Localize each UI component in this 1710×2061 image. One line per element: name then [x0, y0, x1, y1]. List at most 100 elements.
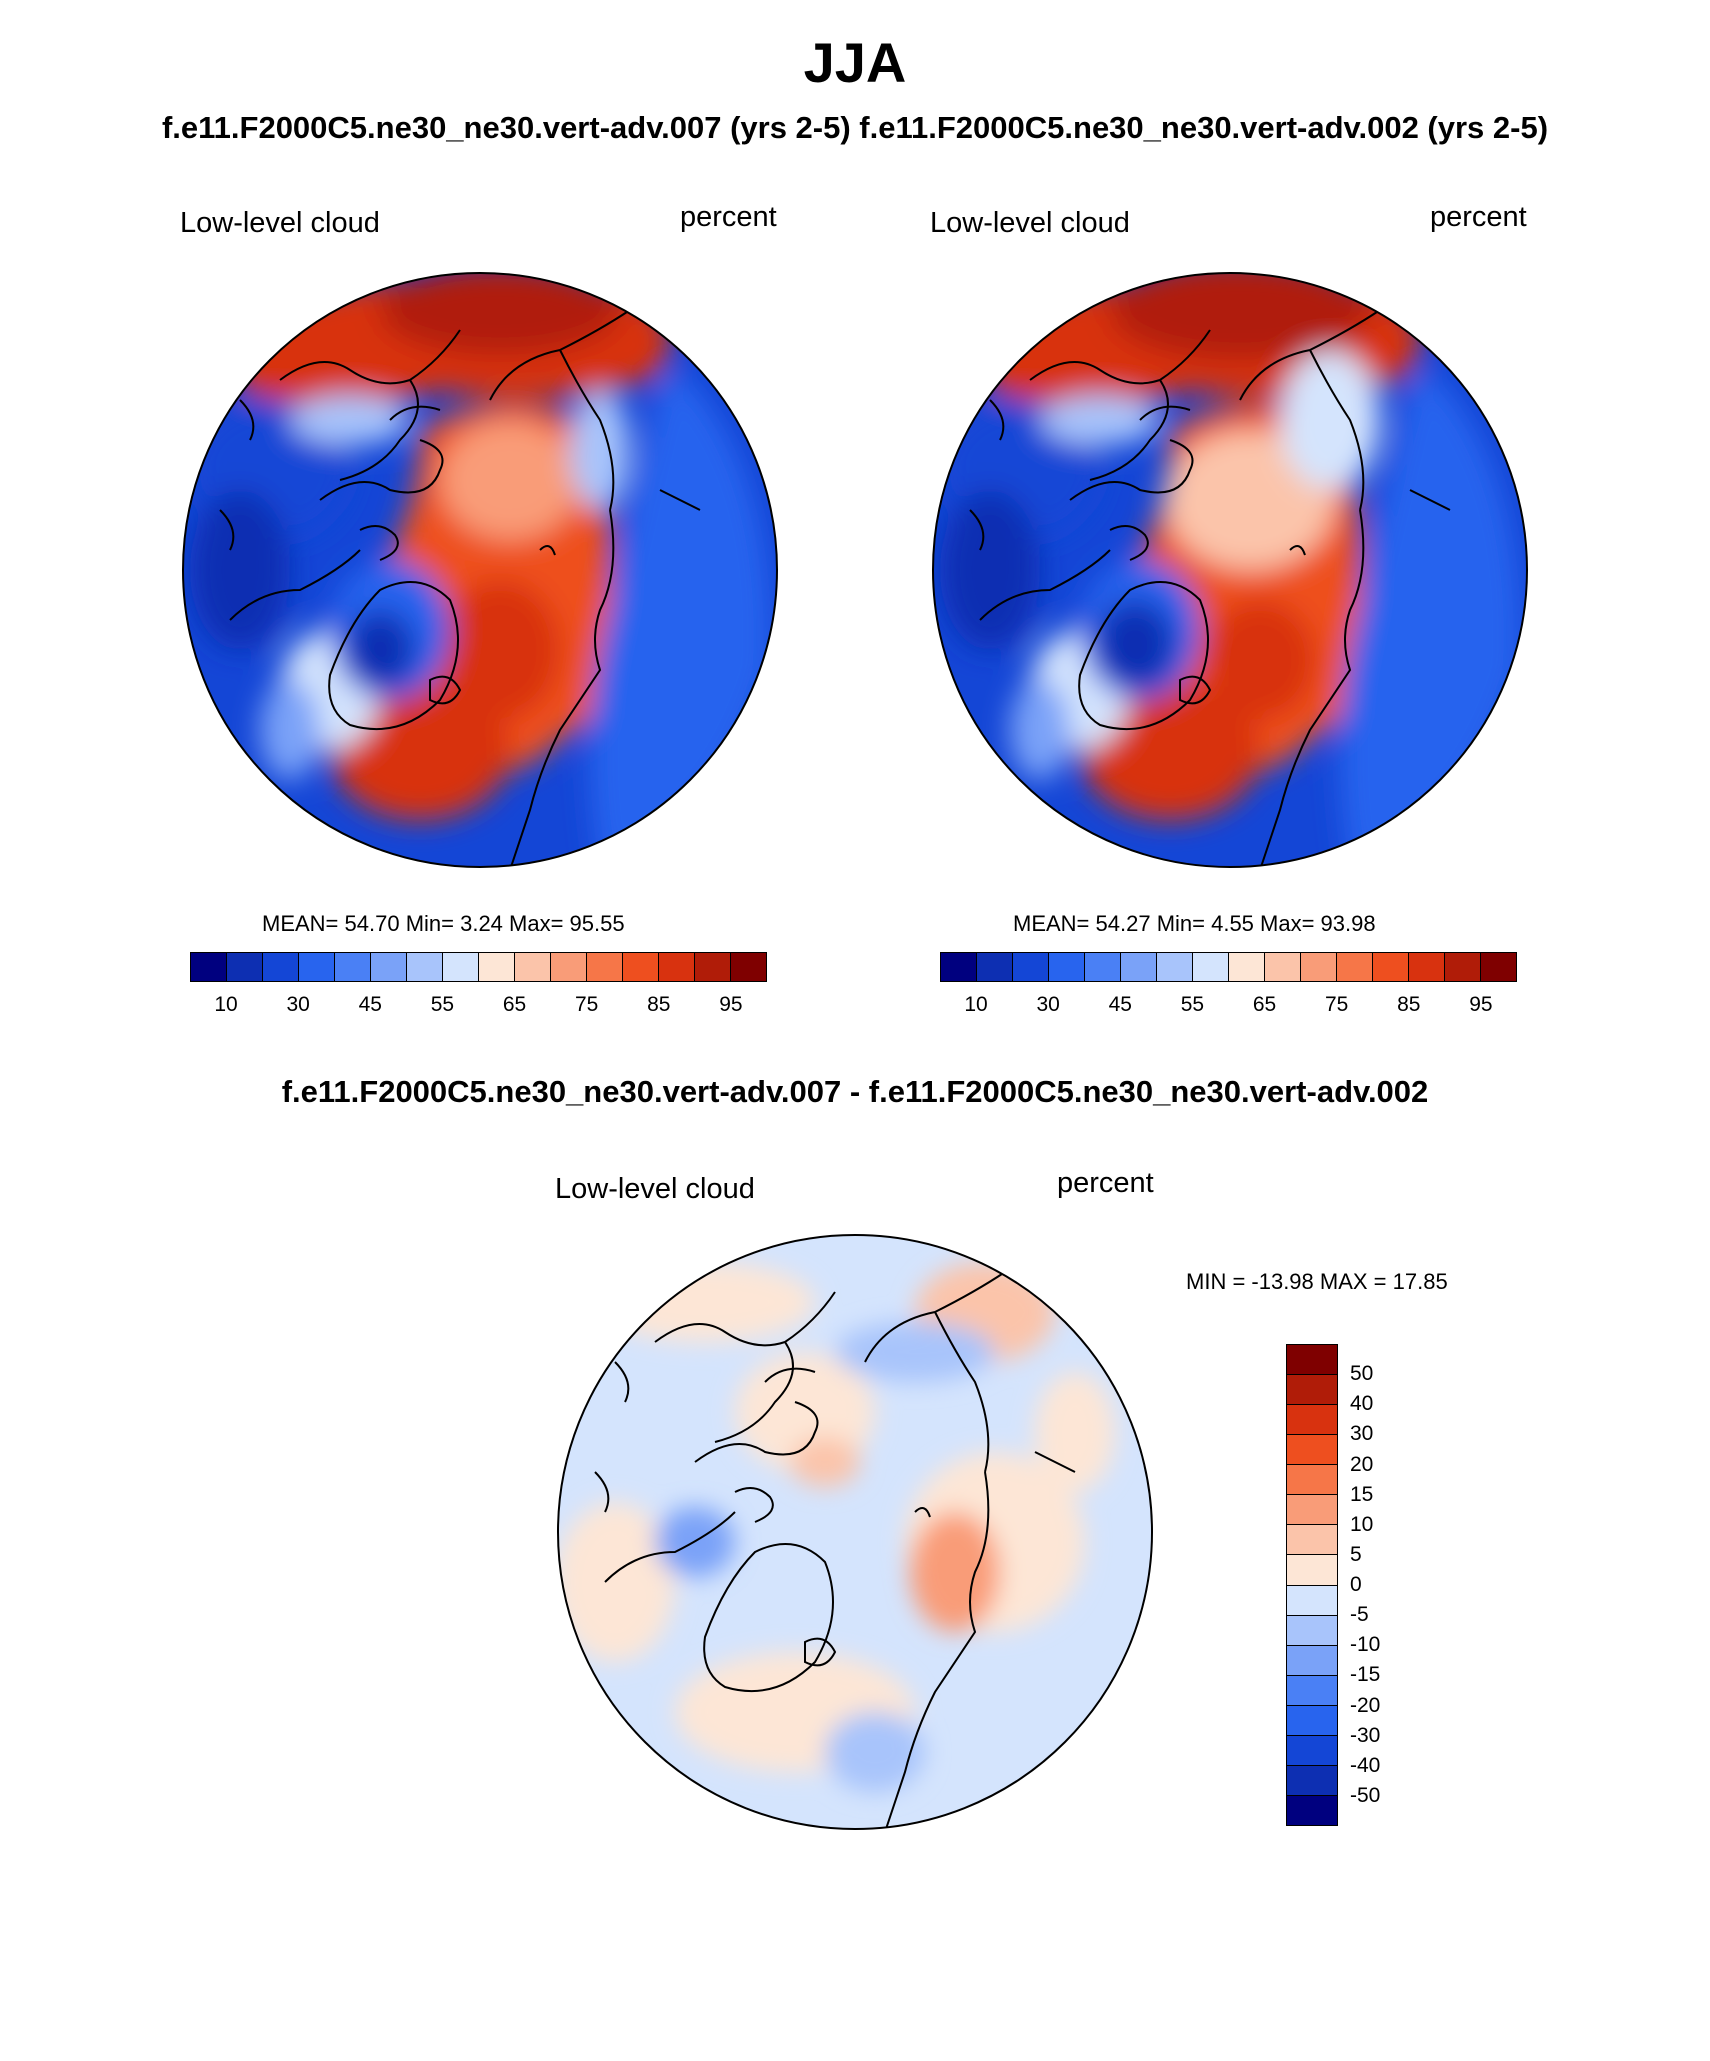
colorbar-tick-label: 5 [1350, 1542, 1362, 1566]
colorbar-tick-label: 40 [1350, 1392, 1374, 1416]
colorbar-tick-label: -15 [1350, 1663, 1381, 1687]
colorbar-swatch [335, 953, 371, 981]
colorbar-tick-label: 30 [286, 993, 310, 1016]
colorbar-tick-label: 10 [214, 993, 238, 1016]
colorbar-tick-label: 75 [575, 993, 599, 1016]
colorbar-swatch [695, 953, 731, 981]
colorbar-swatch [299, 953, 335, 981]
colorbar-swatch [1013, 953, 1049, 981]
colorbar-swatch [1287, 1675, 1337, 1706]
colorbar-tick-label: 85 [1397, 993, 1421, 1016]
panel1-stats: MEAN= 54.70 Min= 3.24 Max= 95.55 [262, 911, 625, 936]
colorbar-swatch [263, 953, 299, 981]
diff-variable-label: Low-level cloud [555, 1173, 755, 1205]
colorbar-tick-label: 65 [1252, 993, 1277, 1016]
colorbar-swatch [977, 953, 1013, 981]
difference-colorbar [1286, 1344, 1338, 1826]
difference-title: f.e11.F2000C5.ne30_ne30.vert-adv.007 - f… [281, 1074, 1429, 1109]
colorbar-swatch [1193, 953, 1229, 981]
colorbar-tick-label: -30 [1350, 1723, 1381, 1747]
colorbar-swatch [1409, 953, 1445, 981]
colorbar-swatch [191, 953, 227, 981]
colorbar-tick-label: -20 [1350, 1693, 1381, 1717]
colorbar-swatch [1373, 953, 1409, 981]
colorbar-swatch [1287, 1585, 1337, 1616]
colorbar-tick-label: 50 [1350, 1362, 1374, 1386]
diff-units-label: percent [1057, 1167, 1154, 1199]
colorbar-tick-label: 95 [1469, 993, 1493, 1016]
panel1-units-label: percent [680, 201, 777, 233]
colorbar-tick-label: 75 [1325, 993, 1349, 1016]
panel2-colorbar-ticks: 10 30 45 55 65 75 85 95 [940, 993, 1517, 1019]
colorbar-swatch [1229, 953, 1265, 981]
panel1-colorbar-ticks: 10 30 45 55 65 75 85 95 [190, 993, 767, 1019]
panel2-variable-label: Low-level cloud [930, 207, 1130, 239]
colorbar-tick-label: 20 [1350, 1452, 1374, 1476]
colorbar-swatch [1265, 953, 1301, 981]
colorbar-swatch [1287, 1705, 1337, 1736]
colorbar-tick-label: 10 [964, 993, 988, 1016]
colorbar-swatch [1301, 953, 1337, 981]
colorbar-swatch [1287, 1375, 1337, 1406]
colorbar-swatch [551, 953, 587, 981]
colorbar-swatch [623, 953, 659, 981]
colorbar-swatch [515, 953, 551, 981]
colorbar-tick-label: 85 [647, 993, 671, 1016]
colorbar-tick-label: 65 [502, 993, 527, 1016]
colorbar-swatch [1085, 953, 1121, 981]
diff-min-max: MIN = -13.98 MAX = 17.85 [1186, 1269, 1448, 1294]
colorbar-tick-label: -10 [1350, 1633, 1381, 1657]
colorbar-swatch [1157, 953, 1193, 981]
panel2-colorbar [940, 952, 1517, 982]
colorbar-swatch [1287, 1465, 1337, 1496]
colorbar-swatch [1287, 1495, 1337, 1526]
colorbar-swatch [1337, 953, 1373, 981]
colorbar-tick-label: -50 [1350, 1783, 1381, 1807]
colorbar-tick-label: 55 [430, 993, 455, 1016]
difference-colorbar-ticks: 50 40 30 20 15 10 5 0 -5 -10 -15 -20 -30 -40 -50 [1350, 1344, 1410, 1826]
panel1-variable-label: Low-level cloud [180, 207, 380, 239]
colorbar-swatch [1481, 953, 1516, 981]
colorbar-swatch [1287, 1645, 1337, 1676]
colorbar-tick-label: 45 [1108, 993, 1132, 1016]
colorbar-swatch [1445, 953, 1481, 981]
colorbar-tick-label: 15 [1350, 1482, 1374, 1506]
colorbar-swatch [227, 953, 263, 981]
colorbar-tick-label: 30 [1350, 1422, 1374, 1446]
colorbar-swatch [587, 953, 623, 981]
colorbar-swatch [1287, 1735, 1337, 1766]
panel2-stats: MEAN= 54.27 Min= 4.55 Max= 93.98 [1013, 911, 1376, 936]
colorbar-swatch [941, 953, 977, 981]
colorbar-swatch [1287, 1555, 1337, 1586]
colorbar-tick-label: -40 [1350, 1753, 1381, 1777]
colorbar-swatch [479, 953, 515, 981]
colorbar-swatch [1287, 1435, 1337, 1466]
panel1-colorbar [190, 952, 767, 982]
colorbar-swatch [1287, 1765, 1337, 1796]
colorbar-tick-label: -5 [1350, 1603, 1369, 1627]
colorbar-swatch [659, 953, 695, 981]
colorbar-swatch [1287, 1615, 1337, 1646]
colorbar-swatch [1049, 953, 1085, 981]
difference-polar-map [557, 1234, 1153, 1830]
panel2-polar-map [932, 272, 1528, 868]
colorbar-swatch [407, 953, 443, 981]
colorbar-swatch [1287, 1795, 1337, 1825]
colorbar-swatch [1287, 1525, 1337, 1556]
colorbar-tick-label: 55 [1180, 993, 1205, 1016]
case-subtitle: f.e11.F2000C5.ne30_ne30.vert-adv.007 (yr… [161, 110, 1549, 145]
colorbar-swatch [1287, 1345, 1337, 1376]
colorbar-tick-label: 30 [1036, 993, 1060, 1016]
colorbar-tick-label: 95 [719, 993, 743, 1016]
page-title: JJA [803, 31, 907, 94]
colorbar-swatch [443, 953, 479, 981]
colorbar-tick-label: 10 [1350, 1512, 1374, 1536]
colorbar-swatch [731, 953, 766, 981]
panel2-units-label: percent [1430, 201, 1527, 233]
panel1-polar-map [182, 272, 778, 868]
colorbar-tick-label: 0 [1350, 1573, 1362, 1596]
colorbar-swatch [1121, 953, 1157, 981]
colorbar-swatch [371, 953, 407, 981]
colorbar-tick-label: 45 [358, 993, 382, 1016]
colorbar-swatch [1287, 1405, 1337, 1436]
